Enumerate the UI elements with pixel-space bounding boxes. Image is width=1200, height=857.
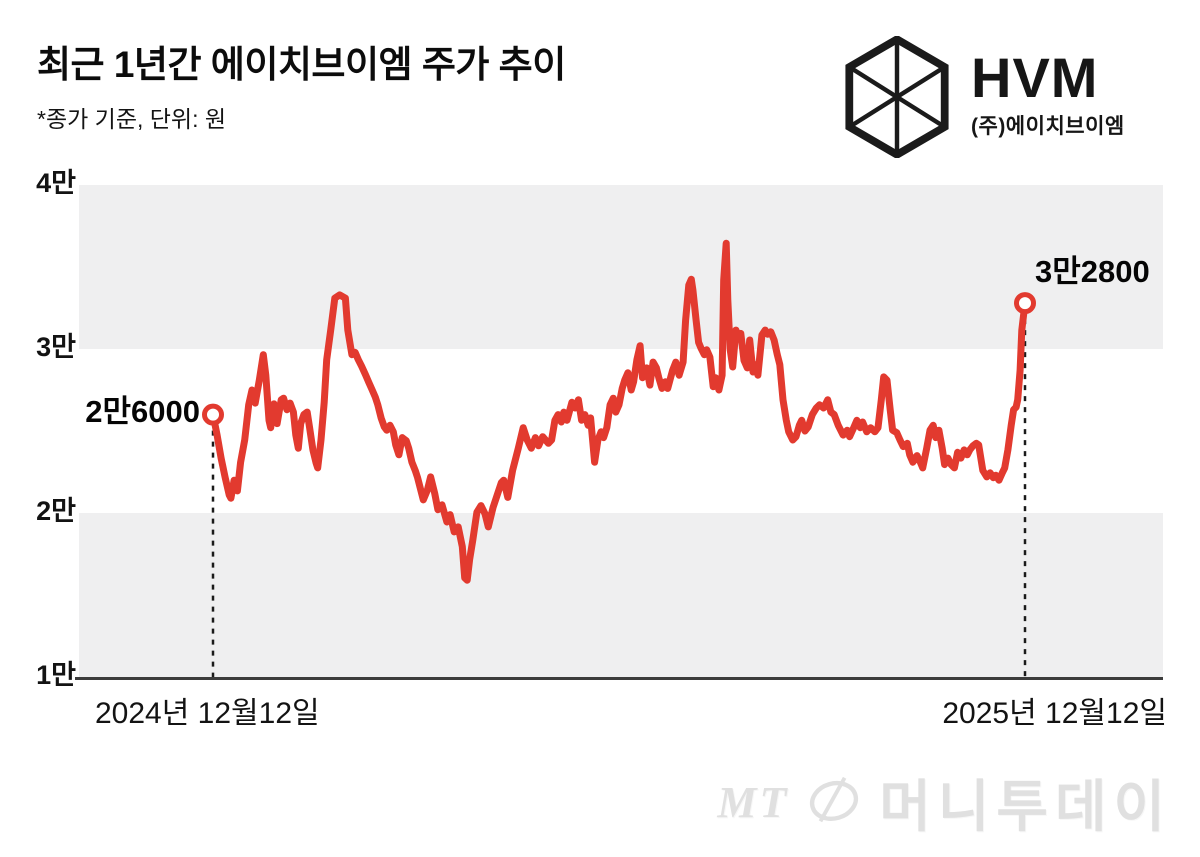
start-price-annotation: 2만6000 <box>85 393 200 429</box>
y-tick-label-3만: 3만 <box>36 332 76 362</box>
hvm-cube-icon <box>841 36 953 158</box>
start-point-marker <box>202 403 224 426</box>
y-tick-label-2만: 2만 <box>36 496 76 526</box>
hvm-logo-name: HVM <box>971 46 1099 109</box>
y-tick-label-4만: 4만 <box>36 168 76 198</box>
chart-title: 최근 1년간 에이치브이엠 주가 추이 <box>37 44 566 85</box>
end-price-annotation: 3만2800 <box>1035 254 1150 290</box>
moneytoday-oval-icon <box>805 771 863 834</box>
plot-band-lower <box>79 513 1163 677</box>
y-tick-label-1만: 1만 <box>36 660 76 690</box>
x-tick-label-start: 2024년 12월12일 <box>95 697 320 730</box>
hvm-logo-subname: (주)에이치브이엠 <box>971 115 1125 138</box>
chart-subtitle: *종가 기준, 단위: 원 <box>37 106 227 132</box>
plot-band-upper <box>79 185 1163 349</box>
hvm-logo: HVM (주)에이치브이엠 <box>841 36 1125 158</box>
moneytoday-watermark: MT 머니투데이 <box>717 762 1172 843</box>
x-tick-label-end: 2025년 12월12일 <box>942 697 1167 730</box>
mt-logo-text: MT <box>717 778 790 827</box>
moneytoday-brand-text: 머니투데이 <box>879 775 1172 838</box>
price-line <box>209 239 1029 584</box>
hvm-logo-texts: HVM (주)에이치브이엠 <box>971 36 1125 140</box>
end-point-marker <box>1014 292 1036 315</box>
